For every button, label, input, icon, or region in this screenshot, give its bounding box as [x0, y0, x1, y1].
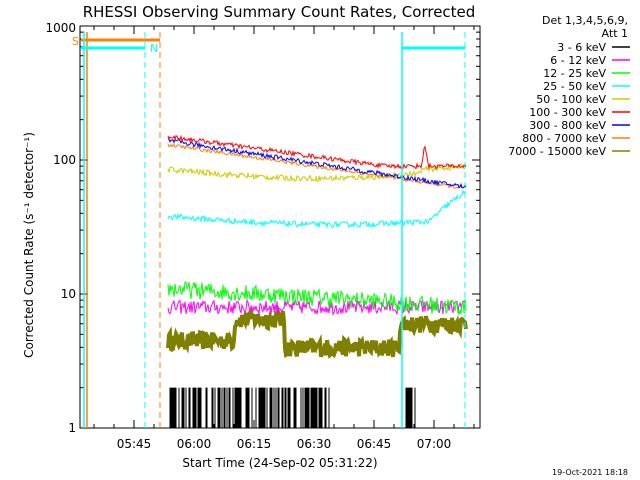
x-tick-label-0700: 07:00 [417, 437, 452, 451]
y-axis-label: Corrected Count Rate (s⁻¹ detector⁻¹) [22, 132, 36, 358]
series-line-300-800kev [168, 138, 467, 189]
legend-title-line-2: Att 1 [602, 27, 628, 40]
y-tick-label-1000: 1000 [45, 21, 76, 35]
observing-markers: S N [72, 32, 466, 428]
series-line-25-50kev [167, 189, 467, 229]
legend-label: 800 - 7000 keV [522, 132, 606, 145]
legend-label: 12 - 25 keV [543, 67, 606, 80]
series-line-3-6kev [169, 387, 416, 428]
legend-label: 300 - 800 keV [529, 119, 606, 132]
x-axis-label: Start Time (24-Sep-02 05:31:22) [182, 456, 377, 470]
series-line-50-100kev [167, 162, 467, 183]
legend-label: 3 - 6 keV [557, 41, 606, 54]
x-tick-label-0645: 06:45 [357, 437, 392, 451]
saa-label: S [72, 35, 79, 48]
y-tick-label-10: 10 [61, 287, 76, 301]
x-tick-label-0615: 06:15 [237, 437, 272, 451]
y-tick-label-1: 1 [68, 421, 76, 435]
footer-timestamp: 19-Oct-2021 18:18 [552, 468, 628, 477]
data-traces [166, 134, 468, 428]
series-line-100-300kev [167, 134, 467, 170]
legend-label: 50 - 100 keV [536, 93, 606, 106]
legend-label: 6 - 12 keV [550, 54, 606, 67]
series-line-7000-15000kev [166, 304, 468, 359]
legend-label: 7000 - 15000 keV [508, 145, 606, 158]
chart-title: RHESSI Observing Summary Count Rates, Co… [83, 3, 476, 21]
night-label: N [150, 42, 158, 55]
axis-ticks [80, 25, 480, 429]
plot-frame [79, 25, 481, 429]
x-tick-label-0600: 06:00 [177, 437, 212, 451]
y-tick-label-100: 100 [53, 153, 76, 167]
x-tick-label-0630: 06:30 [297, 437, 332, 451]
series-line-6-12kev [167, 299, 467, 316]
legend-title-line-1: Det 1,3,4,5,6,9, [542, 14, 628, 27]
legend-label: 25 - 50 keV [543, 80, 606, 93]
x-tick-label-0545: 05:45 [117, 437, 152, 451]
legend-label: 100 - 300 keV [529, 106, 606, 119]
series-line-12-25kev [167, 281, 467, 315]
